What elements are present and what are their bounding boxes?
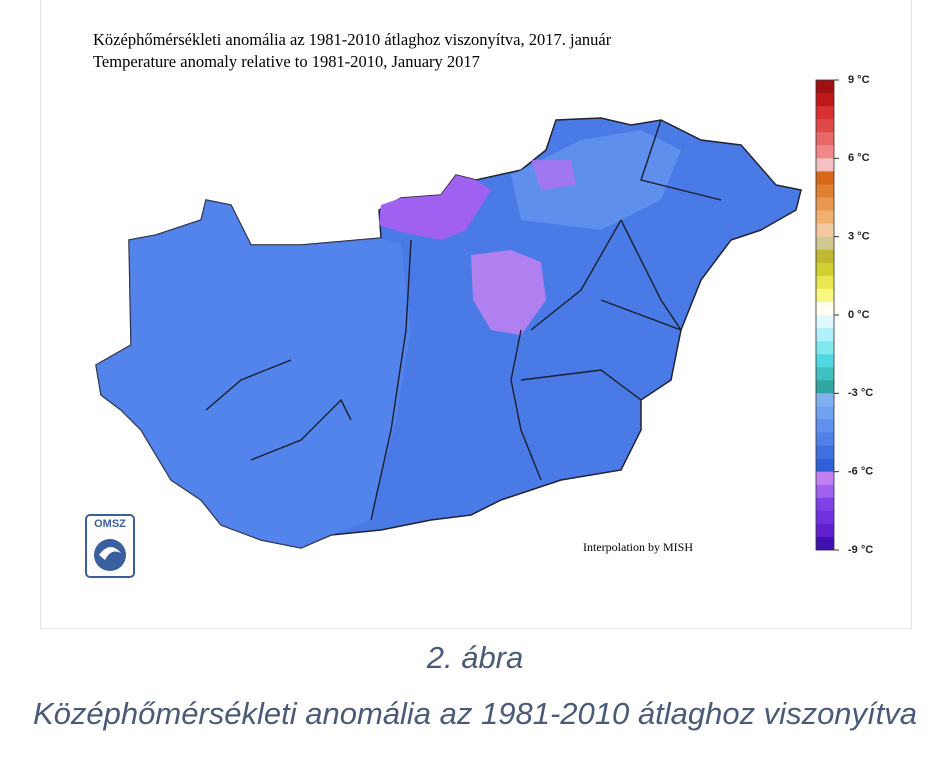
colorbar-label: -9 °C [848, 544, 873, 556]
colorbar-segment [816, 80, 834, 94]
colorbar-segment [816, 380, 834, 394]
logo: OMSZ [85, 514, 135, 578]
colorbar-segment [816, 197, 834, 211]
credit: Interpolation by MISH [583, 540, 693, 554]
logo-swirl [99, 546, 121, 560]
title-en: Temperature anomaly relative to 1981-201… [93, 52, 480, 71]
logo-emblem [94, 539, 126, 571]
colorbar-segment [816, 458, 834, 472]
colorbar-segment [816, 223, 834, 237]
colorbar-segment [816, 210, 834, 224]
colorbar-segment [816, 301, 834, 316]
north-cold-patch [379, 175, 491, 240]
colorbar-segment [816, 406, 834, 420]
colorbar-segment [816, 393, 834, 407]
colorbar-segment [816, 145, 834, 159]
colorbar-segment [816, 315, 834, 329]
colorbar-label: 0 °C [848, 309, 870, 321]
colorbar-segment [816, 523, 834, 538]
colorbar-label: -3 °C [848, 387, 873, 399]
colorbar-segment [816, 262, 834, 277]
colorbar-segment [816, 275, 834, 290]
colorbar-segment [816, 119, 834, 133]
colorbar-segment [816, 171, 834, 185]
country-map [95, 117, 802, 549]
caption-text: Középhőmérsékleti anomália az 1981-2010 … [32, 696, 918, 731]
colorbar-segment [816, 288, 834, 303]
colorbar-segment [816, 471, 834, 486]
west-region [96, 200, 411, 548]
matra-patch [531, 160, 576, 190]
colorbar-segment [816, 484, 834, 499]
colorbar-segment [816, 419, 834, 433]
colorbar-segment [816, 236, 834, 251]
colorbar-label: 9 °C [848, 74, 870, 86]
colorbar-segment [816, 536, 834, 551]
colorbar-segment [816, 354, 834, 368]
colorbar-segment [816, 184, 834, 198]
colorbar-label: -6 °C [848, 466, 873, 478]
north-highland [511, 130, 681, 230]
colorbar-segment [816, 510, 834, 525]
colorbar-segment [816, 328, 834, 342]
colorbar-segment [816, 432, 834, 446]
colorbar-segment [816, 158, 834, 172]
colorbar-label: 3 °C [848, 231, 870, 243]
colorbar-label: 6 °C [848, 152, 870, 164]
colorbar: 9 °C 6 °C 3 °C 0 °C -3 °C -6 °C -9 °C [815, 74, 873, 556]
caption-number: 2. ábra [426, 640, 524, 675]
colorbar-segment [816, 249, 834, 264]
figure: Középhőmérsékleti anomália az 1981-2010 … [40, 0, 912, 629]
logo-text: OMSZ [94, 518, 126, 530]
title-hu: Középhőmérsékleti anomália az 1981-2010 … [93, 30, 612, 49]
colorbar-segment [816, 497, 834, 512]
colorbar-segment [816, 106, 834, 120]
colorbar-segment [816, 341, 834, 355]
map-figure: Középhőmérsékleti anomália az 1981-2010 … [85, 30, 873, 578]
colorbar-segment [816, 367, 834, 381]
colorbar-segment [816, 445, 834, 459]
boundaries [205, 119, 722, 521]
central-cold-patch [471, 250, 546, 335]
colorbar-segment [816, 93, 834, 107]
colorbar-segment [816, 132, 834, 146]
